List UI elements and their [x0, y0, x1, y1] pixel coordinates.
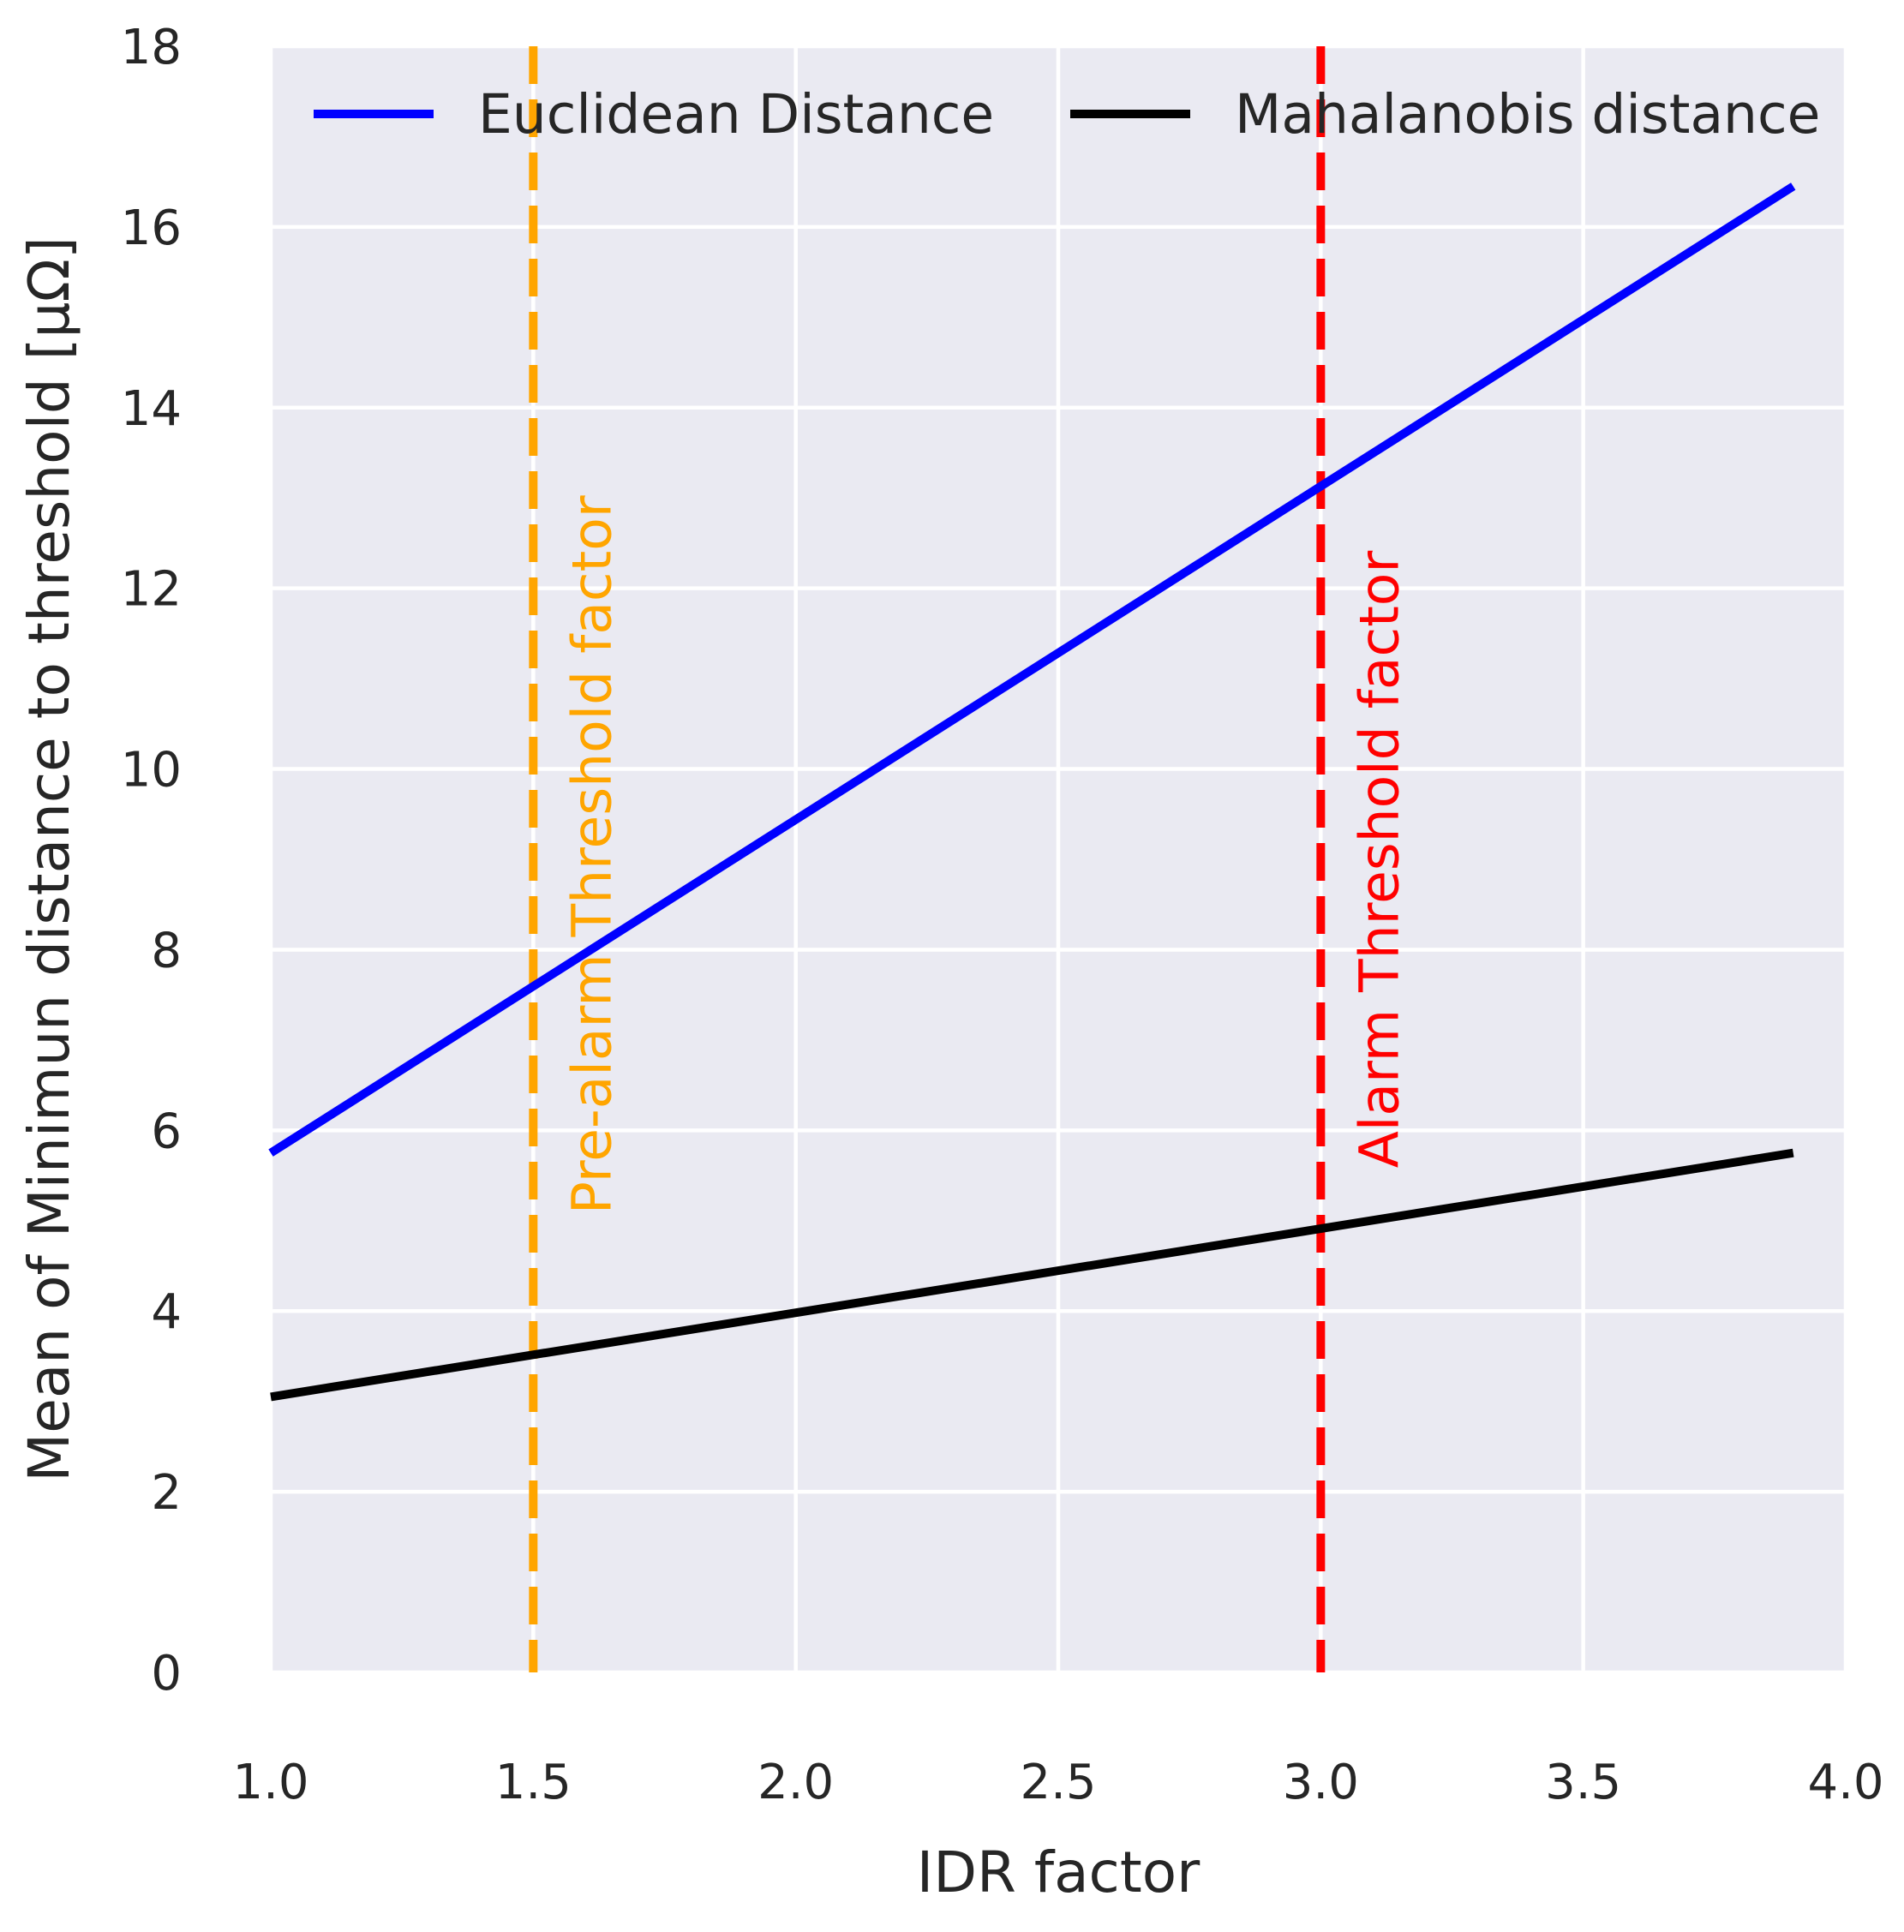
y-tick-label: 16: [121, 200, 182, 256]
y-tick-label: 8: [151, 923, 182, 978]
x-tick-label: 3.0: [1283, 1755, 1359, 1810]
threshold-label-2: Alarm Threshold factor: [1348, 551, 1410, 1169]
y-tick-label: 0: [151, 1646, 182, 1702]
x-tick-label: 1.0: [232, 1755, 308, 1810]
y-axis-label: Mean of Minimun distance to threshold [μ…: [16, 236, 82, 1481]
legend-label-1: Euclidean Distance: [478, 83, 994, 146]
x-tick-label: 4.0: [1807, 1755, 1883, 1810]
x-tick-label: 2.5: [1020, 1755, 1096, 1810]
tick-labels: 1.0 1.5 2.0 2.5 3.0 3.5 4.0 0 2 4 6 8 10 12 14 16 18: [121, 20, 1884, 1810]
y-tick-label: 12: [121, 562, 182, 618]
y-tick-label: 4: [151, 1284, 182, 1340]
y-tick-label: 2: [151, 1465, 182, 1521]
y-tick-label: 6: [151, 1104, 182, 1159]
threshold-lines: Pre-alarm Threshold factor Alarm Threshol…: [529, 46, 1410, 1672]
y-tick-label: 18: [121, 20, 182, 75]
x-tick-label: 3.5: [1545, 1755, 1621, 1810]
legend: Euclidean Distance Mahalanobis distance: [314, 83, 1820, 146]
series-line-2: [270, 1148, 1794, 1402]
x-axis-label: IDR factor: [917, 1839, 1200, 1905]
x-tick-label: 1.5: [495, 1755, 572, 1810]
series-lines: [268, 182, 1796, 1402]
threshold-label-1: Pre-alarm Threshold factor: [560, 495, 623, 1214]
legend-label-2: Mahalanobis distance: [1235, 83, 1820, 146]
series-line-1: [268, 182, 1796, 1157]
y-tick-label: 10: [121, 743, 182, 799]
y-tick-label: 14: [121, 381, 182, 437]
x-tick-label: 2.0: [757, 1755, 834, 1810]
